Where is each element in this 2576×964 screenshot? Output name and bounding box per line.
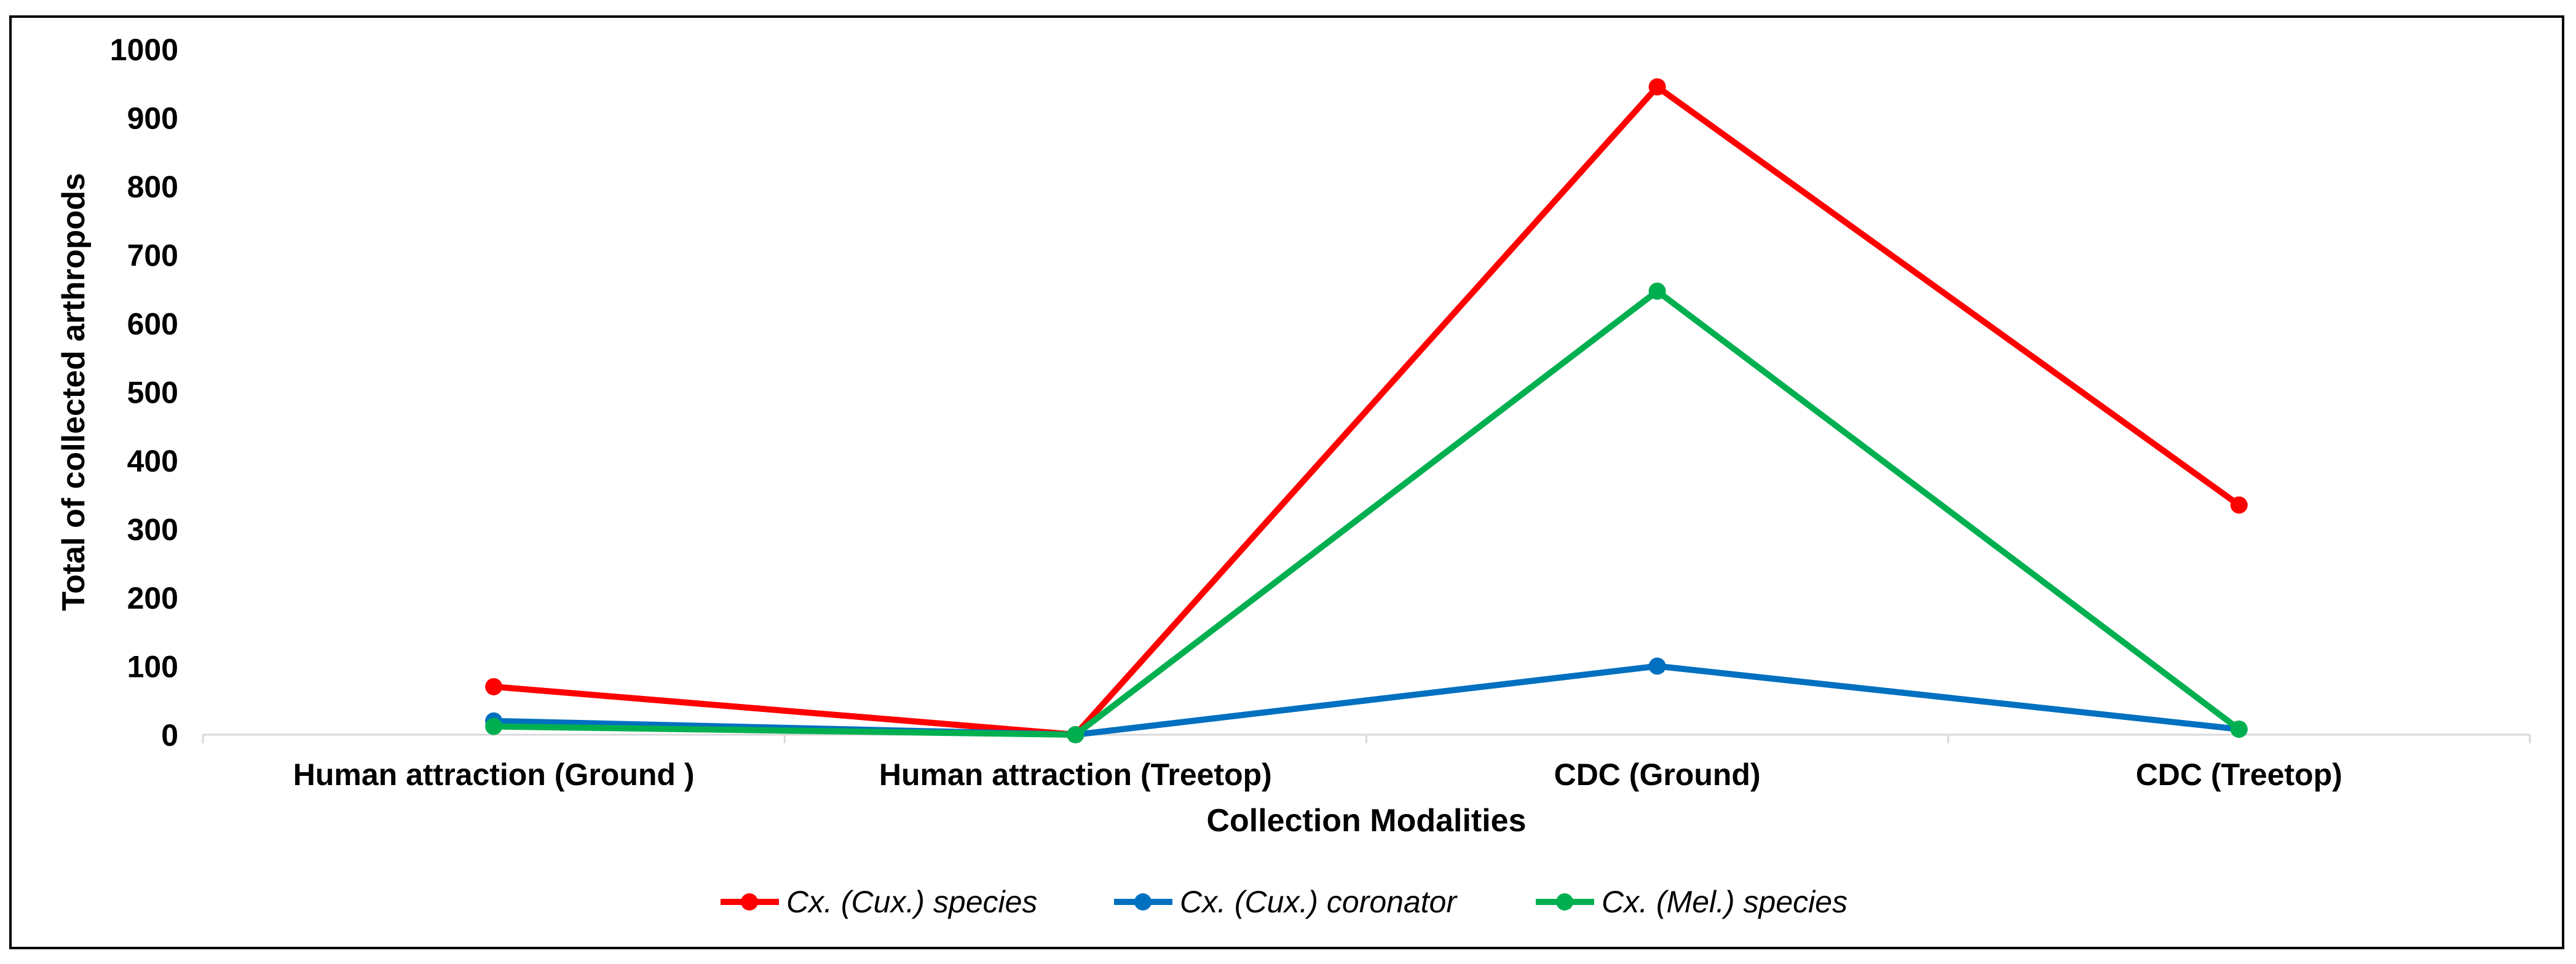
y-tick-label: 500 [127, 376, 178, 410]
series-line [491, 288, 2242, 738]
legend-swatch-marker [1556, 893, 1573, 911]
legend-item: Cx. (Mel.) species [1536, 885, 1847, 919]
y-tick-label: 100 [127, 650, 178, 684]
y-tick-label: 800 [127, 170, 178, 204]
y-tick-label: 600 [127, 307, 178, 341]
legend: Cx. (Cux.) species Cx. (Cux.) coronator Cx… [721, 885, 1847, 919]
x-tick-label: CDC (Treetop) [2136, 757, 2342, 792]
x-tick-label: Human attraction (Treetop) [879, 757, 1272, 792]
series-line [491, 84, 2242, 738]
legend-label: Cx. (Mel.) species [1602, 885, 1847, 919]
legend-item: Cx. (Cux.) coronator [1114, 885, 1458, 919]
y-tick-label: 400 [127, 444, 178, 478]
y-tick-label: 700 [127, 239, 178, 273]
legend-label: Cx. (Cux.) species [786, 885, 1037, 919]
data-point [2230, 496, 2248, 514]
legend-swatch-marker [741, 893, 758, 911]
chart-frame [9, 15, 2564, 949]
axes: 0 100 200 300 400 500 600 700 800 900 1000 Human at… [110, 33, 2531, 792]
data-point [485, 678, 503, 695]
y-tick-label: 200 [127, 581, 178, 615]
y-axis-title: Total of collected arthropods [56, 173, 92, 611]
legend-label: Cx. (Cux.) coronator [1180, 885, 1458, 919]
y-tick-label: 300 [127, 513, 178, 547]
legend-item: Cx. (Cux.) species [721, 885, 1037, 919]
data-point [2230, 721, 2248, 738]
x-axis-title: Collection Modalities [1206, 803, 1526, 839]
y-tick-label: 900 [127, 101, 178, 136]
x-tick-label: Human attraction (Ground ) [293, 757, 695, 792]
y-tick-label: 0 [161, 718, 178, 753]
legend-swatch-marker [1134, 893, 1152, 911]
y-tick-label: 1000 [110, 33, 178, 67]
series-layer [485, 78, 2248, 743]
x-tick-label: CDC (Ground) [1554, 757, 1761, 792]
series-3 [485, 282, 2248, 743]
data-point [1648, 78, 1666, 96]
data-point [1648, 657, 1666, 675]
data-point [1648, 282, 1666, 300]
data-point [485, 717, 503, 735]
data-point [1067, 726, 1085, 743]
